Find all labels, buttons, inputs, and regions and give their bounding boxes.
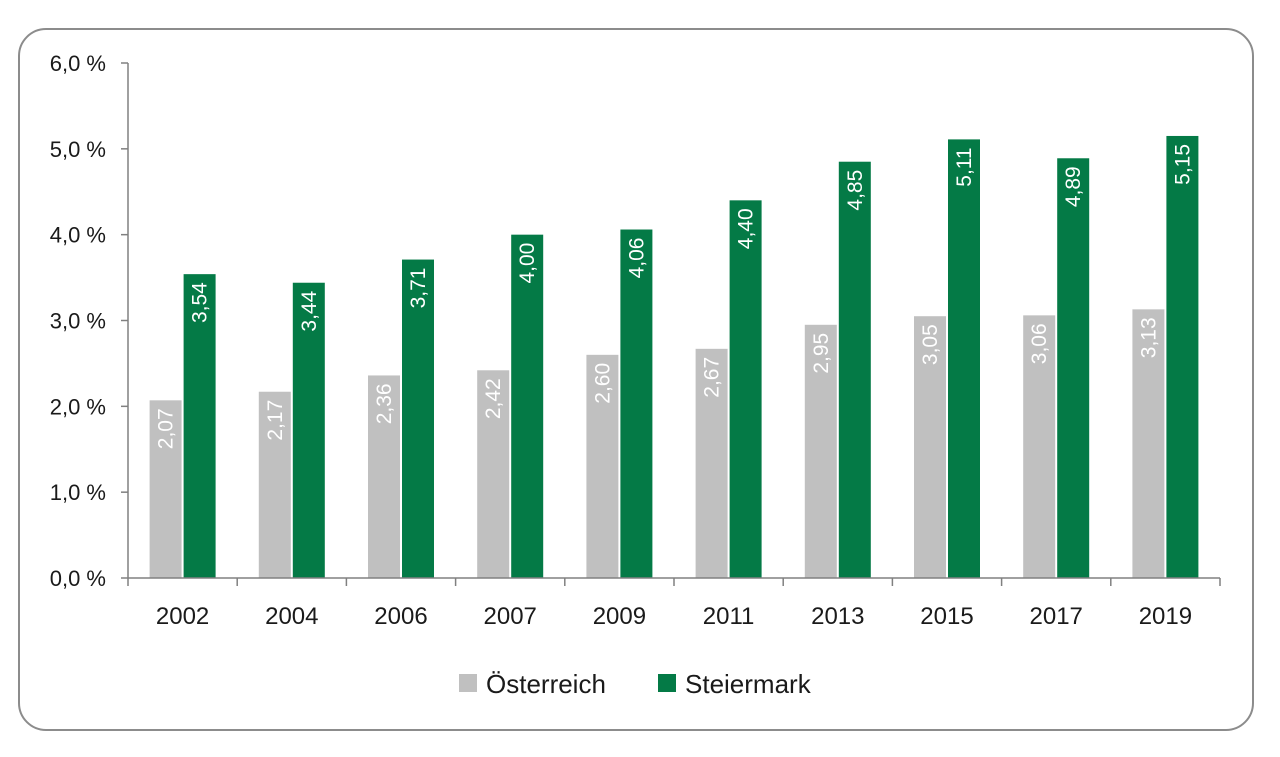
bar-steiermark [1057,158,1090,578]
bar-data-label: 4,00 [516,243,539,284]
bar-data-label: 2,67 [701,357,724,398]
x-tick-label: 2015 [920,603,973,630]
bar-steiermark [948,139,980,578]
bar-data-label: 4,40 [735,208,758,249]
bar-steiermark [511,234,544,578]
y-tick-label: 3,0 % [50,309,106,334]
x-tick-label: 2011 [703,603,755,630]
x-tick-label: 2007 [484,603,537,630]
bar-data-label: 3,44 [298,290,321,331]
bar-oesterreich [1023,315,1056,578]
bar-data-label: 3,71 [407,268,430,309]
bar-steiermark [183,274,216,578]
bar-oesterreich [914,316,946,578]
x-tick-label: 2002 [156,603,209,630]
bar-oesterreich [258,391,291,578]
y-tick-label: 5,0 % [50,137,106,162]
bar-steiermark [620,229,653,578]
bar-data-label: 3,13 [1137,317,1160,358]
bar-data-label: 2,07 [155,408,178,449]
bar-data-label: 4,06 [625,238,648,279]
bar-oesterreich [586,354,619,578]
bar-data-label: 2,60 [591,363,614,404]
bar-steiermark [838,161,871,579]
bar-oesterreich [149,400,182,578]
legend-swatch-steiermark [658,674,676,692]
bar-oesterreich [1132,309,1165,578]
x-tick-label: 2004 [265,603,318,630]
x-tick-label: 2013 [811,603,864,630]
bar-oesterreich [695,348,728,578]
y-tick-label: 6,0 % [50,51,106,76]
bar-data-label: 2,36 [373,383,396,424]
bar-data-label: 2,17 [264,400,287,441]
bar-data-label: 2,95 [810,333,833,374]
bar-oesterreich [368,375,400,578]
bar-data-label: 5,11 [953,147,976,186]
bar-steiermark [1166,135,1199,579]
y-tick-label: 0,0 % [50,566,106,591]
x-tick-label: 2006 [374,603,427,630]
bar-steiermark [292,282,325,578]
bar-data-label: 4,89 [1062,166,1085,207]
bar-data-label: 5,15 [1171,144,1194,185]
bar-data-label: 3,05 [919,324,942,365]
legend-label-oesterreich: Österreich [486,669,606,699]
bar-data-label: 2,42 [482,378,505,419]
x-tick-label: 2019 [1139,603,1192,630]
bar-oesterreich [477,370,510,578]
bar-data-label: 4,85 [844,170,867,211]
y-tick-label: 2,0 % [50,394,106,419]
bar-data-label: 3,06 [1028,323,1051,364]
bar-steiermark [402,259,434,578]
x-tick-label: 2009 [593,603,646,630]
y-tick-label: 4,0 % [50,223,106,248]
x-tick-label: 2017 [1030,603,1083,630]
bar-steiermark [729,200,762,579]
bar-data-label: 3,54 [189,282,212,323]
bar-oesterreich [804,324,837,578]
legend-swatch-oesterreich [459,674,477,692]
y-tick-label: 1,0 % [50,480,106,505]
legend-label-steiermark: Steiermark [685,669,812,699]
